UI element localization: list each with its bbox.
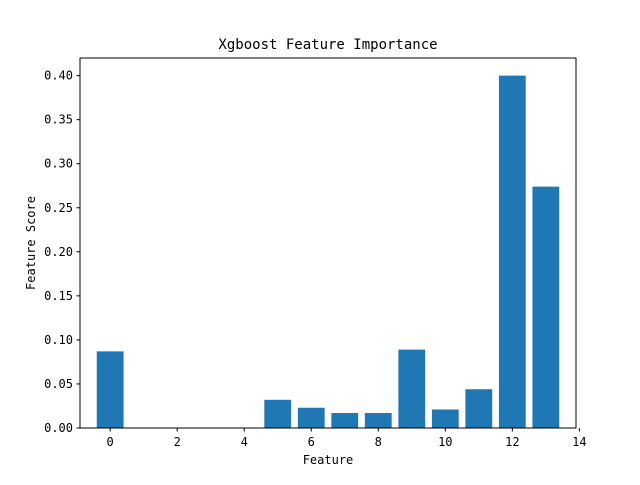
bar-feature-0 — [96, 351, 124, 428]
y-axis-ticks: 0.00 0.05 0.10 0.15 0.20 0.25 0.30 0.35 0.40 — [44, 69, 80, 435]
bar-feature-6 — [297, 407, 325, 428]
bar-feature-11 — [465, 389, 493, 428]
x-axis-ticks: 0 2 4 6 8 10 12 14 — [107, 428, 587, 449]
x-tick-label: 2 — [174, 435, 181, 449]
y-tick-label: 0.20 — [44, 245, 73, 259]
x-tick-label: 8 — [375, 435, 382, 449]
y-tick-label: 0.40 — [44, 69, 73, 83]
x-tick-label: 12 — [505, 435, 519, 449]
bar-feature-7 — [331, 413, 359, 428]
bar-feature-5 — [264, 399, 292, 428]
x-tick-label: 4 — [241, 435, 248, 449]
bar-feature-12 — [498, 75, 526, 429]
x-tick-label: 14 — [572, 435, 586, 449]
bars-group — [96, 75, 560, 429]
y-tick-label: 0.15 — [44, 289, 73, 303]
y-tick-label: 0.30 — [44, 157, 73, 171]
bar-feature-8 — [364, 413, 392, 428]
y-axis-label: Feature Score — [24, 196, 38, 290]
x-tick-label: 6 — [308, 435, 315, 449]
chart-title: Xgboost Feature Importance — [218, 37, 437, 53]
y-tick-label: 0.05 — [44, 377, 73, 391]
x-tick-label: 10 — [438, 435, 452, 449]
x-axis-label: Feature — [303, 453, 354, 467]
plot-frame — [79, 57, 577, 429]
y-tick-label: 0.00 — [44, 421, 73, 435]
bar-feature-10 — [431, 409, 459, 428]
bar-feature-13 — [532, 186, 560, 428]
y-tick-label: 0.25 — [44, 201, 73, 215]
y-tick-label: 0.10 — [44, 333, 73, 347]
x-tick-label: 0 — [107, 435, 114, 449]
bar-feature-9 — [398, 349, 426, 428]
y-tick-label: 0.35 — [44, 113, 73, 127]
